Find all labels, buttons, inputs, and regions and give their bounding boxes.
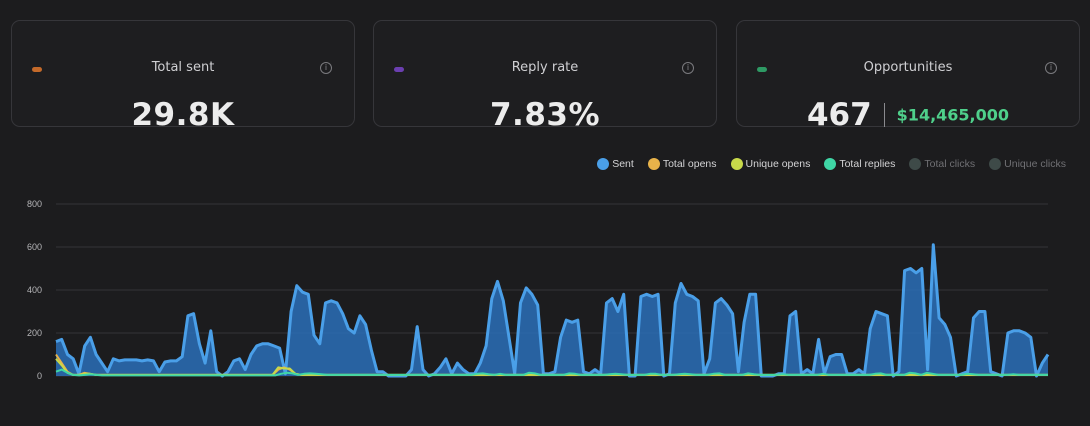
series-area-sent: [56, 244, 1048, 376]
legend-item-sent[interactable]: Sent: [597, 158, 634, 170]
card-label: Opportunities: [863, 60, 953, 75]
series-color-dot: [757, 67, 767, 72]
legend-label: Unique clicks: [1004, 158, 1066, 170]
legend-item-total-replies[interactable]: Total replies: [824, 158, 895, 170]
card-value: 29.8K: [131, 97, 235, 133]
activity-chart: 0 200 400 600 800: [27, 199, 1050, 381]
stats-cards: Total sent i 29.8K Reply rate i 7.83% Op…: [0, 0, 1090, 140]
legend-label: Unique opens: [745, 158, 811, 170]
card-label: Total sent: [151, 60, 215, 75]
y-tick-label: 0: [37, 371, 42, 381]
card-value-row: 467 $14,465,000: [737, 97, 1079, 133]
legend-label: Sent: [612, 158, 634, 170]
info-icon[interactable]: i: [320, 62, 332, 74]
y-tick-label: 400: [27, 285, 42, 295]
card-value: 467: [806, 97, 872, 133]
series-color-dot: [394, 67, 404, 72]
y-tick-label: 600: [27, 242, 42, 252]
y-tick-label: 200: [27, 328, 42, 338]
card-secondary-value: $14,465,000: [896, 105, 1010, 125]
card-total-sent[interactable]: Total sent i 29.8K: [11, 20, 355, 133]
legend-swatch: [597, 158, 610, 170]
legend-swatch: [824, 158, 837, 170]
legend-swatch: [909, 158, 922, 170]
card-label: Reply rate: [511, 60, 579, 75]
info-icon[interactable]: i: [1045, 62, 1057, 74]
legend-swatch: [989, 158, 1002, 170]
legend-item-unique-clicks[interactable]: Unique clicks: [989, 158, 1066, 170]
series-line-sent: [55, 243, 1050, 378]
legend-label: Total clicks: [924, 158, 976, 170]
legend-label: Total opens: [662, 158, 717, 170]
card-opportunities[interactable]: Opportunities i 467 $14,465,000: [736, 20, 1080, 133]
chart-legend: Sent Total opens Unique opens Total replies…: [597, 158, 1066, 170]
card-reply-rate[interactable]: Reply rate i 7.83%: [373, 20, 717, 133]
card-value: 7.83%: [489, 97, 601, 133]
legend-item-total-clicks[interactable]: Total clicks: [909, 158, 975, 170]
legend-item-unique-opens[interactable]: Unique opens: [730, 158, 811, 170]
legend-swatch: [647, 158, 660, 170]
info-icon[interactable]: i: [682, 62, 694, 74]
y-tick-label: 800: [27, 199, 42, 209]
series-color-dot: [32, 67, 42, 72]
value-divider: [883, 103, 885, 127]
series-line-total-replies: [55, 368, 1048, 377]
legend-item-total-opens[interactable]: Total opens: [647, 158, 717, 170]
legend-swatch: [730, 158, 743, 170]
legend-label: Total replies: [839, 158, 896, 170]
